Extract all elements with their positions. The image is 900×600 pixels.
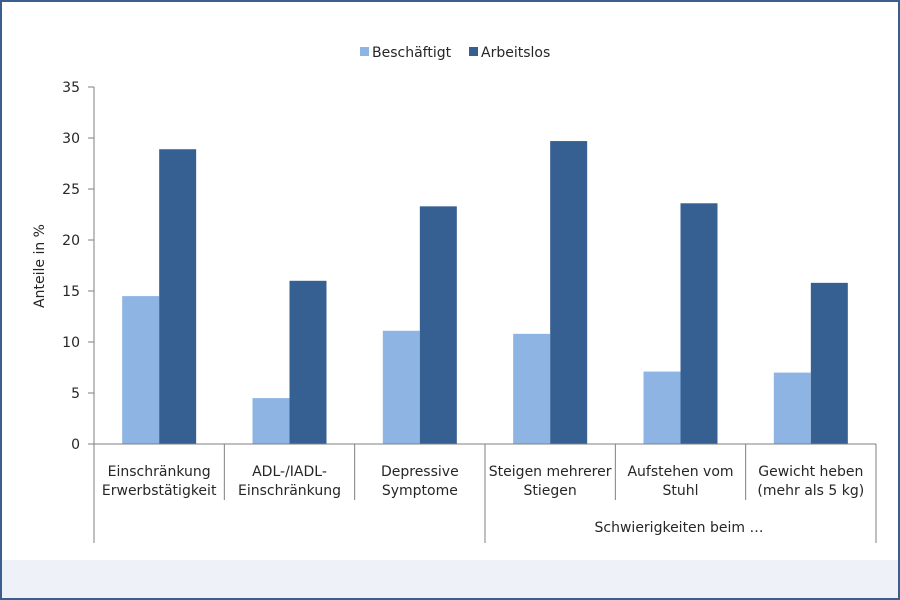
bar-beschaeftigt — [513, 333, 551, 444]
x-category-label: Gewicht heben (mehr als 5 kg) — [757, 464, 864, 499]
x-category-label: Depressive Symptome — [381, 464, 459, 499]
bar-beschaeftigt — [643, 371, 681, 444]
bar-beschaeftigt — [252, 398, 290, 444]
x-category-label-line: Stuhl — [662, 483, 698, 499]
bar-arbeitslos — [159, 149, 197, 444]
legend-swatch-arbeitslos — [469, 47, 478, 56]
x-category-label-line: Depressive — [381, 464, 459, 480]
legend: Beschäftigt Arbeitslos — [360, 45, 550, 61]
bottom-band — [2, 560, 898, 598]
y-tick-label: 20 — [62, 233, 80, 249]
x-category-label-line: (mehr als 5 kg) — [757, 483, 864, 499]
x-category-label: Steigen mehrerer Stiegen — [489, 464, 612, 499]
y-tick-label: 25 — [62, 182, 80, 198]
y-tick-label: 0 — [71, 437, 80, 453]
x-category-label-line: ADL-/IADL- — [252, 464, 327, 480]
y-tick-label: 30 — [62, 131, 80, 147]
x-category-label: Einschränkung Erwerbstätigkeit — [102, 464, 217, 499]
x-category-label-line: Steigen mehrerer — [489, 464, 612, 480]
x-category-label: Aufstehen vom Stuhl — [627, 464, 733, 499]
x-category-label-line: Gewicht heben — [758, 464, 863, 480]
bar-beschaeftigt — [773, 372, 811, 444]
x-category-label-line: Symptome — [382, 483, 458, 499]
y-tick-label: 35 — [62, 80, 80, 96]
bar-beschaeftigt — [382, 330, 420, 444]
x-category-label: ADL-/IADL- Einschränkung — [238, 464, 341, 499]
bar-arbeitslos — [680, 203, 718, 444]
x-category-label-line: Einschränkung — [238, 483, 341, 499]
y-tick-label: 5 — [71, 386, 80, 402]
legend-label-beschaeftigt: Beschäftigt — [372, 45, 452, 61]
x-category-label-line: Erwerbstätigkeit — [102, 483, 217, 499]
bar-beschaeftigt — [122, 296, 160, 444]
y-tick-label: 10 — [62, 335, 80, 351]
x-category-label-line: Einschränkung — [108, 464, 211, 480]
y-axis-label: Anteile in % — [32, 224, 48, 308]
x-category-label-line: Stiegen — [524, 483, 577, 499]
legend-swatch-beschaeftigt — [360, 47, 369, 56]
legend-label-arbeitslos: Arbeitslos — [481, 45, 550, 61]
bar-arbeitslos — [550, 141, 588, 444]
group-label: Schwierigkeiten beim … — [595, 520, 764, 536]
y-tick-label: 15 — [62, 284, 80, 300]
bar-arbeitslos — [810, 282, 848, 444]
bar-arbeitslos — [419, 206, 457, 444]
bar-arbeitslos — [289, 280, 327, 444]
x-category-label-line: Aufstehen vom — [627, 464, 733, 480]
